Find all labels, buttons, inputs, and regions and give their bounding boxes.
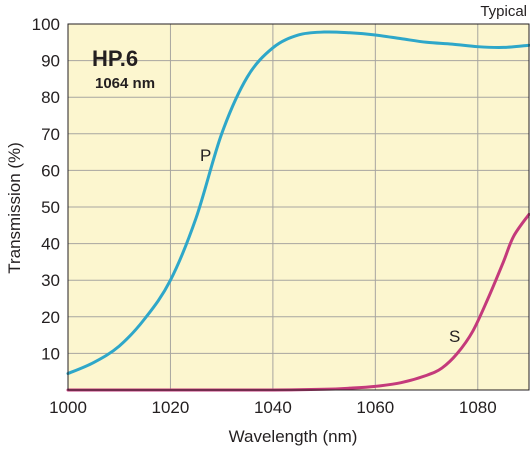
chart-title: HP.6	[92, 46, 138, 71]
series-label-s: S	[449, 327, 460, 346]
y-tick-label: 90	[41, 52, 60, 71]
x-tick-label: 1080	[459, 398, 497, 417]
y-tick-label: 30	[41, 271, 60, 290]
y-tick-label: 80	[41, 88, 60, 107]
x-tick-label: 1060	[356, 398, 394, 417]
series-line-p	[66, 30, 530, 376]
x-tick-label: 1000	[49, 398, 87, 417]
y-tick-label: 40	[41, 235, 60, 254]
series-label-p: P	[200, 146, 211, 165]
x-tick-label: 1020	[152, 398, 190, 417]
y-tick-label: 20	[41, 308, 60, 327]
y-tick-label: 70	[41, 125, 60, 144]
x-tick-label: 1040	[254, 398, 292, 417]
y-axis-label: Transmission (%)	[5, 142, 24, 274]
corner-note: Typical	[480, 3, 527, 20]
x-axis-label: Wavelength (nm)	[229, 427, 358, 446]
plot-frame	[67, 23, 530, 391]
y-tick-label: 50	[41, 198, 60, 217]
chart-subtitle: 1064 nm	[95, 75, 155, 92]
y-tick-label: 60	[41, 161, 60, 180]
y-tick-label: 100	[32, 15, 60, 34]
y-tick-label: 10	[41, 344, 60, 363]
